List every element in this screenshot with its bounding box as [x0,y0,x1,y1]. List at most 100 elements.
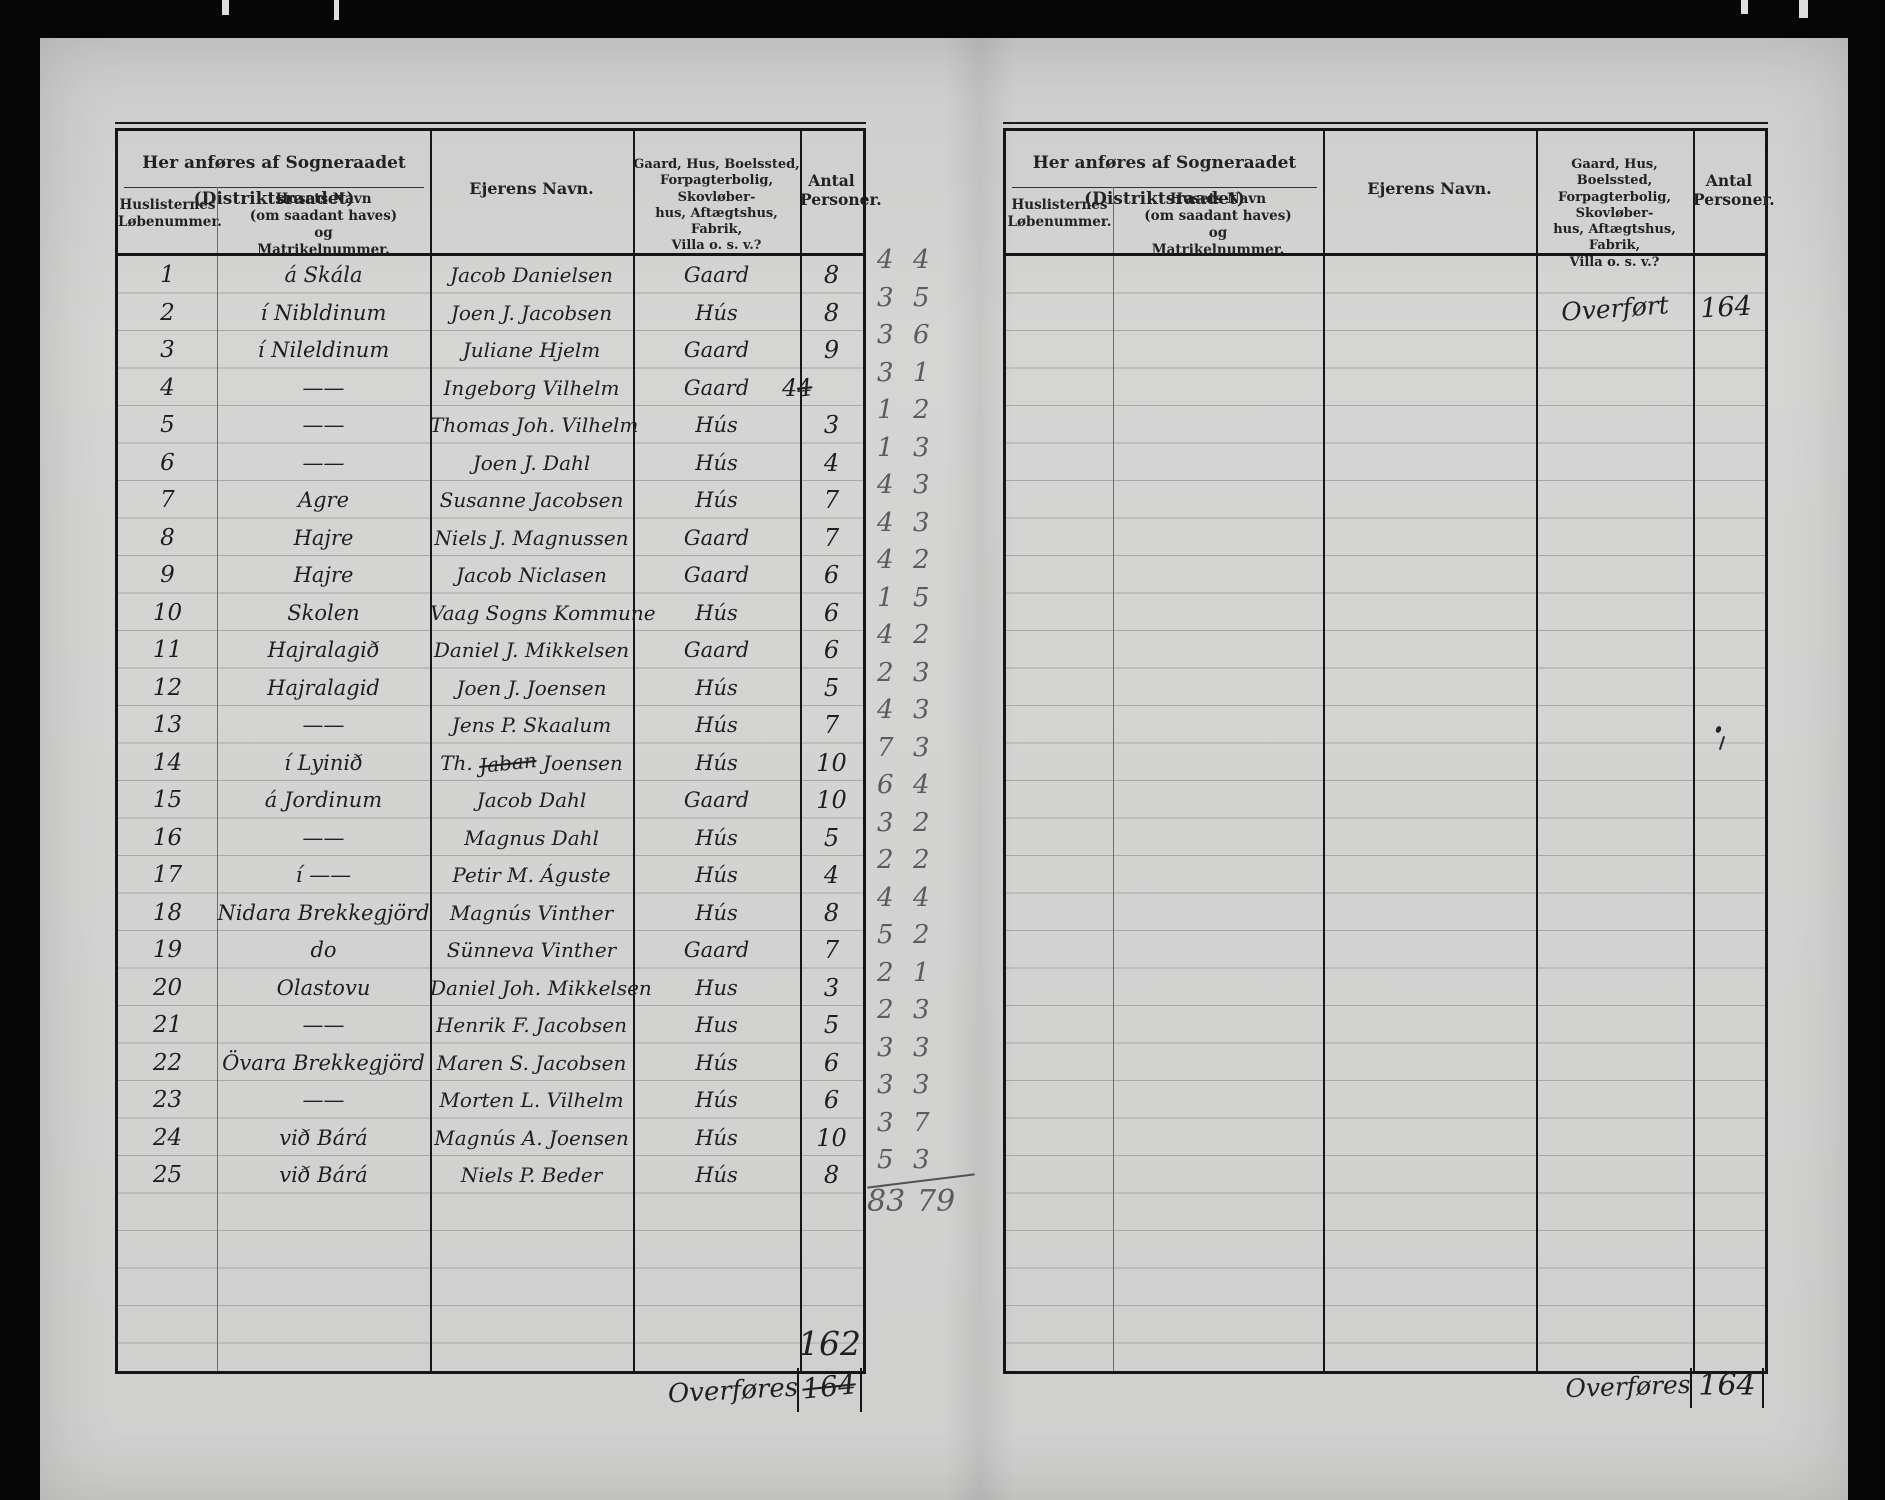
pencil-tally-value: 3 [913,1145,930,1175]
cell-husnummer: 4 [160,374,175,401]
right-table-body [1006,256,1765,1371]
cell-ejerens-navn: Henrik F. Jacobsen [435,1013,628,1037]
pencil-tally-value: 4 [913,770,930,800]
cell-ejerens-navn: Niels J. Magnussen [434,525,629,550]
scan-artifact-tick [222,0,229,15]
cell-husnummer: 24 [152,1124,183,1151]
column-header-husets-navn: Husets Navn (om saadant haves) og Matrik… [1144,191,1292,258]
table-row: 25 við Bárá Niels P. Beder Hús 8 [118,1156,863,1194]
column-extension-line [1690,1368,1692,1408]
cell-husets-navn: Skolen [287,600,360,625]
column-divider [430,256,432,1371]
table-row: 7 Agre Susanne Jacobsen Hús 7 [118,481,863,519]
cell-antal-personer: 3 [823,973,840,1002]
header-sogneraadet: Her anføres af Sogneraadet (Distriktsraa… [1032,153,1297,209]
cell-husets-navn: Olastovu [276,975,371,1000]
pencil-tally-value: 2 [877,995,894,1025]
table-row: 13 —— Jens P. Skaalum Hús 7 [118,706,863,744]
header-divider [430,131,432,253]
cell-husnummer: 17 [152,862,183,888]
cell-antal-personer: 6 [823,1086,840,1114]
cell-husnummer: 1 [160,262,175,288]
pencil-tally-value: 1 [877,432,894,463]
carry-label-right: Overføres [1564,1369,1692,1404]
cell-ejerens-navn: Morten L. Vilhelm [439,1088,624,1112]
cell-husnummer: 22 [152,1049,183,1076]
column-extension-line [1762,1368,1764,1408]
cell-husets-navn: —— [302,713,345,737]
pencil-tally-value: 3 [877,1107,894,1138]
carry-value-left: 162 [798,1324,861,1363]
table-row: 5 —— Thomas Joh. Vilhelm Hús 3 [118,406,863,444]
cell-husnummer: 6 [160,449,175,476]
cell-antal-personer: 5 [823,823,840,852]
carried-value-right: 164 [1699,290,1753,325]
pencil-tally-value: 1 [877,582,894,613]
pencil-tally-value: 7 [913,1107,930,1138]
cell-husets-navn: do [310,938,337,962]
carry-value-right: 164 [1698,1368,1756,1403]
cell-boligtype: Hús [695,1125,738,1150]
pencil-tally-value: 3 [913,507,930,538]
header-divider [800,131,802,253]
pencil-tally-value: 5 [913,582,930,613]
cell-husets-navn: Agre [297,488,350,512]
cell-antal-personer: 10 [816,1123,847,1152]
cell-antal-personer: 3 [823,411,840,439]
pencil-tally-value: 2 [877,957,894,988]
pencil-tally-value: 5 [877,1145,894,1175]
header-divider [1693,131,1695,253]
pencil-tally-value: 4 [877,470,894,500]
column-divider [633,256,635,1371]
pencil-tally-value: 2 [877,845,894,875]
cell-ejerens-navn: Susanne Jacobsen [439,488,624,512]
cell-boligtype: Hús [695,1163,738,1187]
cell-antal-personer: 7 [823,936,840,964]
column-header-gaard-hus: Gaard, Hus, Boelssted, Forpagterbolig, S… [1553,157,1676,270]
cell-husnummer: 14 [152,749,183,776]
cell-ejerens-navn: Joen J. Joensen [456,675,607,700]
header-rule [1012,187,1317,188]
cell-boligtype: Hús [695,600,738,625]
cell-antal-personer: 6 [823,561,840,589]
cell-ejerens-navn: Petir M. Águste [452,863,611,887]
cell-ejerens-navn: Jens P. Skaalum [451,713,612,737]
pencil-tally-value: 2 [877,657,894,688]
pencil-tally-value: 3 [877,282,894,313]
cell-boligtype: Gaard [683,263,750,287]
cell-antal-personer: 8 [823,261,840,289]
pencil-tally-value: 7 [877,732,894,763]
pencil-tally-value: 1 [913,957,930,988]
pencil-tally-value: 4 [877,620,894,650]
pencil-tally-value: 3 [913,657,930,688]
cell-husets-navn: Övara Brekkegjörd [222,1050,425,1075]
table-row: 3 í Nileldinum Juliane Hjelm Gaard 9 [118,331,863,369]
pencil-total: 79 [917,1183,956,1219]
scan-artifact-tick [1799,0,1808,18]
cell-boligtype: Gaard [683,788,750,812]
cell-ejerens-navn: Jacob Dahl [476,788,587,812]
pencil-tally-value: 2 [913,620,930,650]
cell-husets-navn: í —— [295,863,352,887]
cell-antal-personer: 7 [823,523,840,552]
cell-ejerens-navn: Niels P. Beder [460,1163,603,1187]
header-divider [1536,131,1538,253]
column-divider [1323,256,1325,1371]
cell-ejerens-navn: Daniel J. Mikkelsen [433,638,630,662]
cell-antal-personer: 4 4 [782,369,845,407]
cell-husnummer: 19 [152,937,183,963]
table-row: 8 Hajre Niels J. Magnussen Gaard 7 [118,519,863,557]
pencil-tally-value: 5 [913,282,930,313]
cell-boligtype: Hús [695,863,738,887]
cell-husets-navn: —— [302,1013,345,1037]
